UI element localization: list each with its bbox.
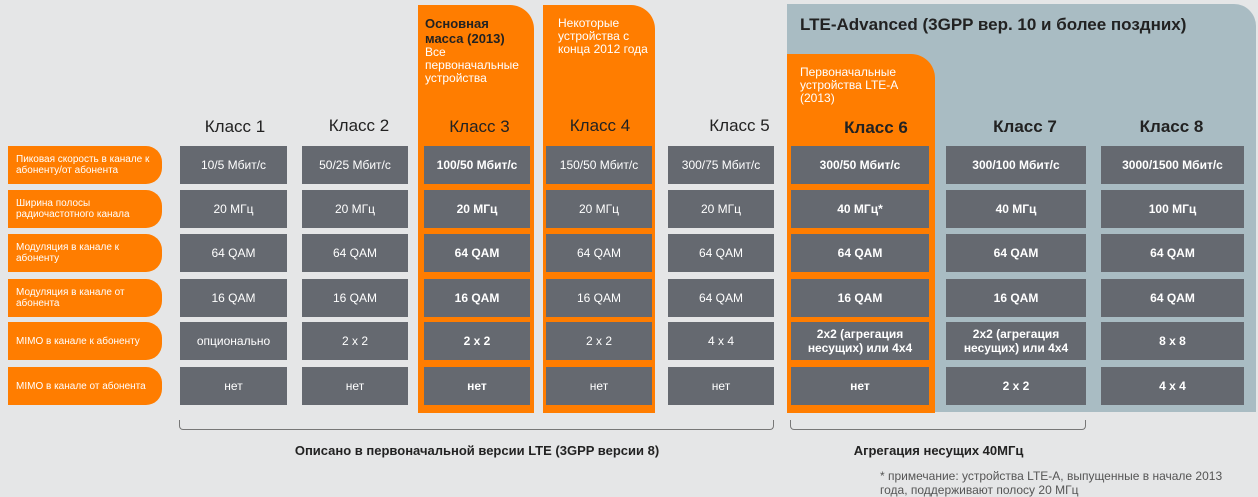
table-cell: 64 QAM bbox=[1101, 279, 1244, 317]
class2-heading: Класс 2 bbox=[328, 116, 390, 135]
table-cell: 40 МГц* bbox=[791, 190, 929, 228]
class6-heading: Класс 6 bbox=[844, 118, 908, 137]
table-cell: 64 QAM bbox=[946, 234, 1086, 272]
table-cell: 16 QAM bbox=[424, 279, 530, 317]
table-cell: нет bbox=[302, 367, 408, 405]
class4-note: Некоторые устройства с конца 2012 года bbox=[558, 17, 648, 56]
table-cell: нет bbox=[546, 367, 652, 405]
row-label-peak-rate: Пиковая скорость в канале к абоненту/от … bbox=[8, 146, 162, 184]
table-cell: 2 x 2 bbox=[302, 322, 408, 360]
table-cell: 64 QAM bbox=[668, 234, 774, 272]
table-cell: 50/25 Мбит/с bbox=[302, 146, 408, 184]
table-cell: 2x2 (агрегация несущих) или 4x4 bbox=[791, 322, 929, 360]
table-cell: нет bbox=[668, 367, 774, 405]
table-cell: 16 QAM bbox=[791, 279, 929, 317]
table-cell: 2 x 2 bbox=[424, 322, 530, 360]
table-cell: 16 QAM bbox=[546, 279, 652, 317]
table-cell: 16 QAM bbox=[946, 279, 1086, 317]
table-cell: 2 x 2 bbox=[946, 367, 1086, 405]
class3-heading: Класс 3 bbox=[449, 117, 510, 136]
class4-heading: Класс 4 bbox=[569, 116, 631, 135]
class3-note-bold: Основная масса (2013) bbox=[425, 16, 505, 46]
lte-advanced-title: LTE-Advanced (3GPP вер. 10 и более поздн… bbox=[800, 15, 1187, 34]
lte-release8-label: Описано в первоначальной версии LTE (3GP… bbox=[294, 443, 660, 458]
table-cell: 4 x 4 bbox=[668, 322, 774, 360]
carrier-aggregation-label: Агрегация несущих 40МГц bbox=[853, 443, 1024, 458]
class5-heading: Класс 5 bbox=[709, 116, 770, 135]
table-cell: 100/50 Мбит/с bbox=[424, 146, 530, 184]
table-cell: опционально bbox=[180, 322, 287, 360]
table-cell: 16 QAM bbox=[302, 279, 408, 317]
table-cell: нет bbox=[424, 367, 530, 405]
table-cell: 300/50 Мбит/с bbox=[791, 146, 929, 184]
table-cell: нет bbox=[791, 367, 929, 405]
class6-note: Первоначальные устройства LTE-A (2013) bbox=[800, 66, 912, 105]
table-cell: 40 МГц bbox=[946, 190, 1086, 228]
table-cell: 20 МГц bbox=[302, 190, 408, 228]
table-cell: 10/5 Мбит/с bbox=[180, 146, 287, 184]
table-cell: 64 QAM bbox=[1101, 234, 1244, 272]
class7-heading: Класс 7 bbox=[993, 117, 1057, 136]
lte-release8-bracket bbox=[179, 420, 774, 430]
table-cell: 64 QAM bbox=[302, 234, 408, 272]
table-cell: 150/50 Мбит/с bbox=[546, 146, 652, 184]
table-cell: 3000/1500 Мбит/с bbox=[1101, 146, 1244, 184]
table-cell: 20 МГц bbox=[668, 190, 774, 228]
class6-note-text: Первоначальные устройства LTE-A (2013) bbox=[800, 65, 898, 105]
table-cell: 8 x 8 bbox=[1101, 322, 1244, 360]
table-cell: 20 МГц bbox=[546, 190, 652, 228]
table-cell: 300/100 Мбит/с bbox=[946, 146, 1086, 184]
table-cell: 100 МГц bbox=[1101, 190, 1244, 228]
class3-note: Основная масса (2013) Все первоначальные… bbox=[425, 16, 527, 85]
row-label-dl-modulation: Модуляция в канале к абоненту bbox=[8, 234, 162, 272]
table-cell: 64 QAM bbox=[546, 234, 652, 272]
table-cell: 20 МГц bbox=[424, 190, 530, 228]
class3-note-text: Все первоначальные устройства bbox=[425, 45, 519, 85]
table-cell: 16 QAM bbox=[180, 279, 287, 317]
row-label-dl-mimo: MIMO в канале к абоненту bbox=[8, 322, 162, 360]
class8-heading: Класс 8 bbox=[1139, 117, 1204, 136]
table-cell: 64 QAM bbox=[424, 234, 530, 272]
table-cell: 4 x 4 bbox=[1101, 367, 1244, 405]
table-cell: 2x2 (агрегация несущих) или 4x4 bbox=[946, 322, 1086, 360]
row-label-bandwidth: Ширина полосы радиочастотного канала bbox=[8, 190, 162, 228]
table-cell: 300/75 Мбит/с bbox=[668, 146, 774, 184]
class1-heading: Класс 1 bbox=[204, 117, 266, 136]
table-cell: 20 МГц bbox=[180, 190, 287, 228]
table-cell: 2 x 2 bbox=[546, 322, 652, 360]
table-cell: 64 QAM bbox=[180, 234, 287, 272]
table-cell: 64 QAM bbox=[791, 234, 929, 272]
carrier-aggregation-bracket bbox=[790, 420, 1086, 430]
row-label-ul-modulation: Модуляция в канале от абонента bbox=[8, 279, 162, 317]
table-cell: 64 QAM bbox=[668, 279, 774, 317]
row-label-ul-mimo: MIMO в канале от абонента bbox=[8, 367, 162, 405]
class4-note-text: Некоторые устройства с конца 2012 года bbox=[558, 16, 648, 56]
footnote: * примечание: устройства LTE-A, выпущенн… bbox=[880, 469, 1223, 497]
table-cell: нет bbox=[180, 367, 287, 405]
